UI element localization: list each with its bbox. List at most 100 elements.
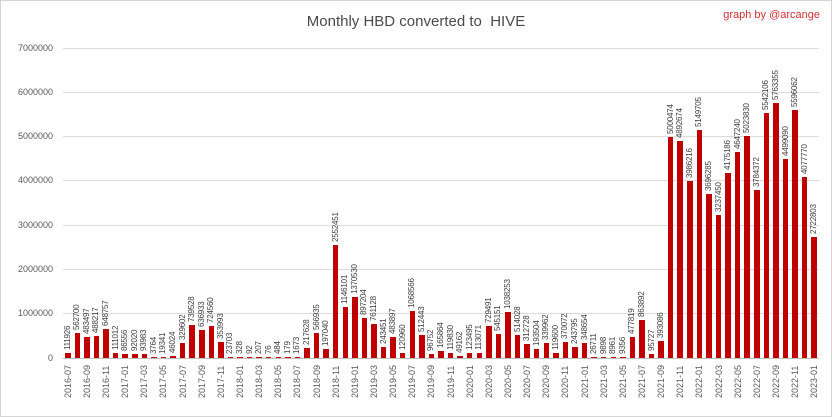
bar-value-label: 23703 bbox=[225, 332, 235, 354]
bar-value-label: 1673 bbox=[292, 337, 302, 354]
bar bbox=[399, 352, 406, 358]
bar-value-label: 243795 bbox=[569, 318, 579, 345]
bar-value-label: 761128 bbox=[369, 296, 378, 322]
bar-value-label: 1068566 bbox=[407, 277, 417, 308]
bar bbox=[323, 349, 329, 358]
bar-value-label: 243451 bbox=[378, 318, 388, 345]
bar bbox=[380, 347, 387, 358]
bar-value-label: 76 bbox=[263, 345, 273, 355]
bar bbox=[725, 173, 731, 358]
x-tick-label: 2022-05 bbox=[732, 364, 743, 398]
bar bbox=[505, 312, 511, 358]
bar-value-label: 123495 bbox=[464, 324, 474, 350]
x-axis-line bbox=[63, 357, 819, 359]
bar-value-label: 9356 bbox=[617, 337, 627, 354]
bar bbox=[658, 340, 664, 358]
bar-value-label: 2552451 bbox=[330, 212, 340, 242]
bar bbox=[294, 357, 301, 358]
x-tick-label: 2021-05 bbox=[617, 364, 628, 398]
x-tick-label: 2021-03 bbox=[598, 364, 609, 398]
bar-value-label: 26711 bbox=[589, 333, 599, 354]
y-axis-labels: 0 1000000 2000000 3000000 4000000 5000000 6000… bbox=[1, 43, 53, 363]
x-tick-label: 2022-01 bbox=[694, 364, 705, 398]
bar-value-label: 3696285 bbox=[703, 161, 713, 192]
x-tick-label: 2018-09 bbox=[311, 364, 322, 398]
bar bbox=[256, 357, 262, 358]
bar-value-label: 562700 bbox=[72, 304, 82, 331]
bar-value-label: 328 bbox=[235, 341, 245, 354]
y-tick-label: 2000000 bbox=[17, 263, 53, 274]
bar bbox=[390, 336, 396, 358]
bar bbox=[744, 135, 750, 358]
x-tick-label: 2019-05 bbox=[388, 364, 399, 398]
bar bbox=[371, 324, 377, 358]
x-tick-label: 2018-03 bbox=[254, 364, 265, 398]
bar-value-label: 724560 bbox=[206, 297, 216, 323]
bar bbox=[572, 347, 578, 358]
y-tick-label: 6000000 bbox=[17, 86, 53, 97]
bar-value-label: 1146101 bbox=[340, 275, 350, 305]
bar-value-label: 111926 bbox=[62, 325, 72, 351]
bar bbox=[754, 190, 760, 358]
x-tick-label: 2018-07 bbox=[292, 364, 303, 398]
bar-value-label: 95727 bbox=[646, 329, 656, 351]
bar-value-label: 512443 bbox=[416, 306, 426, 333]
bar bbox=[696, 129, 703, 358]
bar-value-label: 193504 bbox=[531, 320, 541, 347]
bar bbox=[122, 354, 128, 358]
bar-value-label: 339962 bbox=[541, 314, 551, 340]
bar-value-label: 729491 bbox=[483, 297, 493, 323]
bar-value-label: 5763355 bbox=[770, 70, 780, 100]
bar-value-label: 119830 bbox=[445, 324, 455, 350]
bar-value-label: 483497 bbox=[81, 308, 91, 334]
x-tick-label: 2019-03 bbox=[369, 364, 379, 398]
y-tick-label: 0 bbox=[47, 352, 53, 363]
x-tick-label: 2018-11 bbox=[330, 365, 341, 398]
x-tick-label: 2022-03 bbox=[713, 364, 724, 398]
y-tick-label: 7000000 bbox=[17, 42, 53, 53]
bar bbox=[553, 352, 559, 358]
bar bbox=[486, 325, 492, 358]
bar bbox=[677, 141, 683, 358]
bar bbox=[543, 342, 550, 358]
bar bbox=[132, 353, 138, 358]
gridline bbox=[63, 268, 819, 270]
bar-value-label: 9898 bbox=[598, 337, 608, 354]
bar-value-label: 111012 bbox=[110, 325, 120, 351]
bar bbox=[600, 357, 607, 358]
bar-value-label: 3237450 bbox=[713, 181, 723, 212]
bar-value-label: 648757 bbox=[101, 300, 111, 327]
bar bbox=[801, 177, 808, 358]
x-tick-label: 2017-01 bbox=[120, 364, 131, 398]
bar bbox=[332, 244, 339, 358]
chart-title: Monthly HBD converted to HIVE bbox=[306, 13, 526, 30]
x-tick-label: 2019-11 bbox=[445, 365, 456, 398]
y-tick-label: 3000000 bbox=[17, 219, 53, 230]
x-tick-label: 2020-09 bbox=[541, 364, 552, 398]
bar-value-label: 897204 bbox=[359, 289, 369, 316]
x-tick-label: 2016-07 bbox=[62, 364, 73, 398]
bar-value-label: 93983 bbox=[139, 329, 149, 351]
bar-value-label: 4647240 bbox=[732, 119, 742, 150]
bar bbox=[763, 112, 770, 358]
bar-value-label: 4499090 bbox=[780, 126, 790, 156]
bar bbox=[581, 342, 588, 358]
bar-value-label: 46024 bbox=[168, 331, 178, 353]
bar bbox=[74, 333, 81, 358]
bar-value-label: 348654 bbox=[579, 314, 589, 340]
bar bbox=[562, 341, 569, 358]
bar bbox=[93, 336, 100, 358]
bar-value-label: 1038253 bbox=[502, 279, 512, 310]
bar-value-label: 5542106 bbox=[761, 79, 771, 110]
bar bbox=[457, 355, 463, 358]
bar-value-label: 483897 bbox=[388, 308, 398, 334]
bar bbox=[476, 353, 483, 358]
x-tick-label: 2022-07 bbox=[751, 364, 762, 398]
bar-value-label: 2722803 bbox=[809, 204, 819, 235]
bar-value-label: 19341 bbox=[158, 332, 168, 354]
bar bbox=[313, 332, 320, 358]
gridline bbox=[63, 224, 819, 226]
bar bbox=[428, 353, 435, 358]
bar bbox=[151, 357, 157, 358]
x-tick-label: 2018-05 bbox=[273, 364, 284, 398]
